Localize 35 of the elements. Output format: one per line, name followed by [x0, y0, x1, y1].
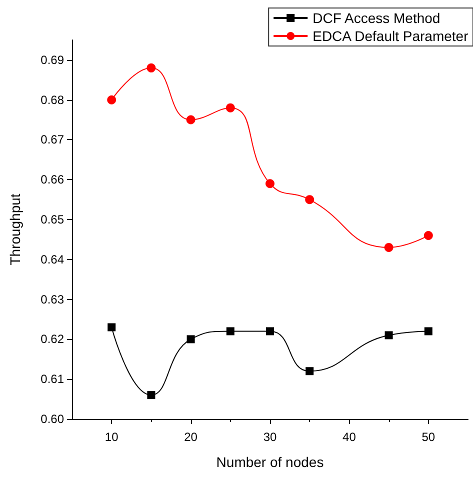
point: [107, 95, 116, 104]
y-tick-label: 0.66: [40, 172, 64, 187]
x-tick-label: 30: [263, 430, 277, 444]
y-tick-label: 0.61: [40, 372, 64, 386]
point: [226, 327, 234, 336]
x-tick-label: 20: [184, 430, 198, 444]
point: [305, 195, 314, 204]
point: [226, 103, 235, 112]
point: [424, 230, 433, 240]
point: [306, 367, 314, 376]
point: [146, 63, 156, 72]
x-axis-title: Number of nodes: [216, 454, 324, 470]
point: [108, 323, 116, 332]
x-tick-label: 40: [342, 430, 356, 444]
legend-label: DCF Access Method: [312, 10, 440, 26]
y-tick-label: 0.68: [40, 92, 64, 107]
point: [384, 331, 393, 340]
point: [266, 327, 274, 336]
y-tick-label: 0.60: [40, 412, 64, 426]
y-tick-label: 0.64: [40, 252, 64, 266]
y-tick-label: 0.63: [40, 292, 64, 306]
point: [186, 335, 195, 344]
y-tick-label: 0.67: [40, 132, 64, 147]
point: [424, 327, 432, 336]
y-tick-label: 0.65: [40, 212, 64, 227]
legend-label: EDCA Default Parameter: [312, 28, 469, 44]
point: [186, 115, 196, 124]
x-tick-label: 50: [422, 430, 436, 444]
y-tick-label: 0.62: [40, 332, 64, 346]
point: [384, 242, 394, 252]
y-axis-title: Throughput: [7, 194, 23, 266]
point: [147, 391, 156, 400]
y-tick-label: 0.69: [40, 52, 64, 67]
point: [266, 179, 274, 188]
x-tick-label: 10: [104, 430, 119, 444]
